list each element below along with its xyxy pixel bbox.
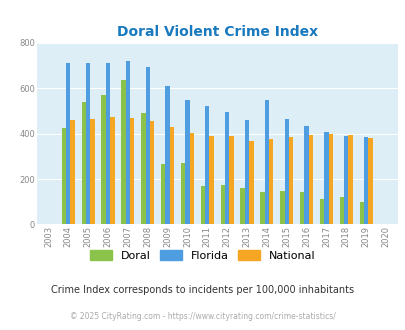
Bar: [363, 137, 367, 224]
Bar: [161, 164, 165, 224]
Bar: [110, 117, 114, 224]
Bar: [339, 197, 343, 224]
Bar: [145, 67, 149, 224]
Bar: [308, 135, 312, 224]
Bar: [343, 136, 347, 224]
Bar: [284, 119, 288, 224]
Bar: [220, 185, 224, 224]
Bar: [244, 120, 249, 224]
Bar: [141, 113, 145, 224]
Bar: [367, 138, 372, 224]
Bar: [189, 133, 194, 224]
Bar: [249, 141, 253, 224]
Bar: [169, 127, 174, 224]
Bar: [288, 137, 292, 224]
Bar: [81, 102, 86, 224]
Text: © 2025 CityRating.com - https://www.cityrating.com/crime-statistics/: © 2025 CityRating.com - https://www.city…: [70, 312, 335, 321]
Bar: [165, 85, 169, 224]
Bar: [240, 188, 244, 224]
Bar: [90, 119, 94, 224]
Bar: [126, 61, 130, 224]
Bar: [149, 121, 154, 224]
Bar: [359, 202, 363, 224]
Bar: [260, 192, 264, 224]
Bar: [181, 163, 185, 224]
Bar: [200, 186, 205, 224]
Bar: [185, 100, 189, 224]
Bar: [70, 119, 75, 224]
Bar: [347, 135, 352, 224]
Bar: [304, 126, 308, 224]
Bar: [264, 100, 269, 224]
Legend: Doral, Florida, National: Doral, Florida, National: [87, 247, 318, 264]
Bar: [130, 118, 134, 224]
Text: Crime Index corresponds to incidents per 100,000 inhabitants: Crime Index corresponds to incidents per…: [51, 285, 354, 295]
Bar: [209, 136, 213, 224]
Bar: [229, 136, 233, 224]
Bar: [106, 63, 110, 224]
Bar: [66, 63, 70, 224]
Bar: [86, 63, 90, 224]
Bar: [269, 139, 273, 224]
Title: Doral Violent Crime Index: Doral Violent Crime Index: [116, 25, 317, 39]
Bar: [328, 134, 332, 224]
Bar: [224, 112, 229, 224]
Bar: [299, 192, 304, 224]
Bar: [62, 128, 66, 224]
Bar: [324, 132, 328, 224]
Bar: [319, 199, 324, 224]
Bar: [101, 95, 106, 224]
Bar: [205, 106, 209, 224]
Bar: [279, 191, 284, 224]
Bar: [121, 80, 126, 224]
